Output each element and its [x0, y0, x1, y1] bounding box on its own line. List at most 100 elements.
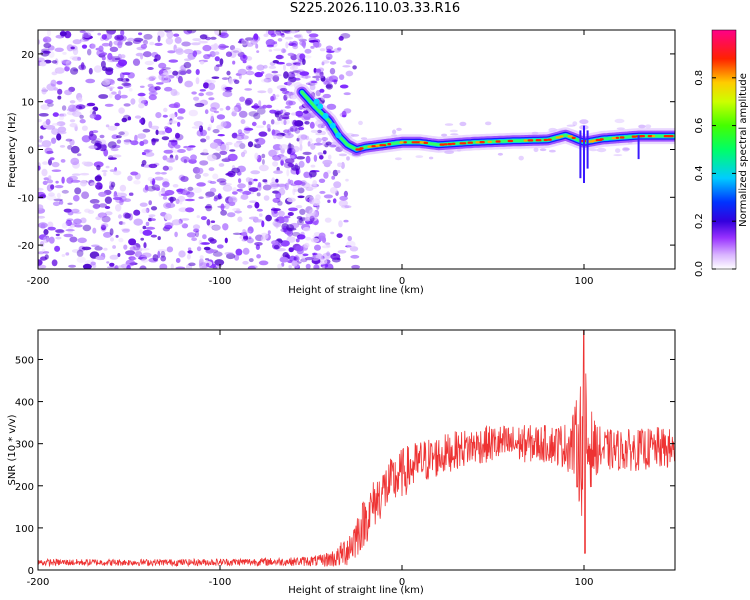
- noise-speckle: [106, 261, 110, 264]
- noise-speckle: [309, 215, 315, 222]
- noise-speckle: [213, 43, 218, 50]
- noise-speckle: [99, 134, 105, 139]
- noise-speckle: [238, 110, 248, 118]
- noise-speckle: [71, 249, 81, 253]
- noise-speckle: [93, 161, 104, 168]
- noise-speckle: [170, 88, 178, 97]
- noise-speckle: [82, 224, 92, 232]
- noise-speckle: [59, 200, 64, 205]
- noise-speckle: [123, 198, 131, 202]
- noise-speckle: [160, 255, 167, 262]
- noise-speckle: [262, 179, 268, 183]
- noise-speckle: [211, 225, 222, 231]
- noise-speckle: [198, 239, 202, 246]
- noise-speckle: [287, 52, 295, 57]
- noise-speckle: [257, 182, 262, 188]
- noise-speckle: [92, 203, 101, 209]
- noise-speckle: [46, 179, 54, 184]
- noise-speckle: [254, 152, 259, 160]
- noise-speckle: [241, 135, 249, 140]
- noise-speckle: [207, 180, 212, 183]
- noise-speckle: [50, 79, 57, 87]
- noise-speckle: [253, 112, 261, 120]
- noise-speckle: [158, 73, 164, 81]
- noise-speckle: [277, 200, 283, 206]
- noise-speckle: [284, 132, 294, 139]
- noise-speckle: [70, 67, 79, 75]
- noise-speckle: [291, 112, 296, 116]
- noise-speckle: [236, 188, 243, 192]
- noise-speckle: [319, 48, 326, 52]
- noise-speckle: [194, 173, 201, 180]
- noise-speckle: [248, 265, 258, 269]
- noise-speckle: [141, 252, 152, 258]
- noise-speckle: [308, 33, 319, 38]
- noise-speckle: [43, 38, 48, 42]
- noise-speckle: [55, 236, 62, 240]
- noise-speckle: [248, 79, 252, 85]
- noise-speckle: [190, 42, 201, 46]
- noise-speckle: [222, 184, 233, 192]
- noise-speckle: [95, 47, 101, 51]
- noise-speckle: [68, 175, 78, 181]
- noise-speckle: [104, 196, 112, 204]
- noise-speckle: [254, 242, 263, 246]
- noise-speckle: [79, 119, 86, 124]
- noise-speckle: [327, 199, 331, 203]
- noise-speckle: [51, 128, 60, 135]
- noise-speckle: [232, 106, 239, 113]
- noise-speckle: [518, 155, 524, 161]
- noise-speckle: [162, 114, 168, 118]
- noise-speckle: [212, 266, 218, 269]
- noise-speckle: [253, 143, 257, 148]
- noise-speckle: [218, 163, 225, 167]
- noise-speckle: [265, 39, 276, 47]
- noise-speckle: [326, 56, 331, 61]
- noise-speckle: [533, 147, 539, 153]
- noise-speckle: [302, 58, 306, 65]
- noise-speckle: [72, 39, 82, 45]
- noise-speckle: [38, 204, 44, 210]
- noise-speckle: [157, 249, 167, 252]
- noise-speckle: [148, 163, 158, 169]
- noise-speckle: [200, 242, 211, 245]
- noise-speckle: [178, 250, 186, 258]
- noise-speckle: [332, 79, 338, 83]
- noise-speckle: [297, 187, 305, 194]
- noise-speckle: [184, 58, 192, 61]
- noise-speckle: [343, 190, 348, 197]
- noise-speckle: [69, 139, 75, 146]
- noise-speckle: [267, 87, 273, 94]
- y-tick-label: 500: [15, 355, 34, 366]
- noise-speckle: [61, 189, 69, 194]
- noise-speckle: [302, 227, 311, 232]
- noise-speckle: [235, 134, 245, 141]
- ridge-blob: [329, 122, 336, 129]
- noise-speckle: [110, 181, 116, 188]
- noise-speckle: [271, 177, 276, 184]
- noise-speckle: [297, 58, 302, 67]
- noise-speckle: [43, 236, 50, 244]
- snr-plot-area: [38, 330, 675, 568]
- y-tick-label: 10: [21, 98, 34, 109]
- noise-speckle: [324, 242, 331, 245]
- noise-speckle: [277, 210, 285, 217]
- noise-speckle: [120, 30, 125, 36]
- noise-speckle: [164, 127, 173, 134]
- noise-speckle: [195, 230, 200, 238]
- noise-speckle: [186, 191, 195, 198]
- noise-speckle: [139, 229, 143, 234]
- noise-speckle: [258, 100, 262, 108]
- noise-speckle: [340, 33, 351, 39]
- noise-speckle: [97, 212, 108, 218]
- snr-x-label: Height of straight line (km): [288, 585, 424, 596]
- x-tick-label: -100: [209, 577, 232, 588]
- noise-speckle: [205, 135, 210, 140]
- noise-speckle: [55, 180, 59, 184]
- noise-speckle: [51, 169, 62, 172]
- noise-speckle: [283, 119, 287, 125]
- noise-speckle: [128, 238, 137, 246]
- noise-speckle: [153, 58, 158, 62]
- noise-speckle: [155, 187, 160, 191]
- noise-speckle: [80, 217, 87, 224]
